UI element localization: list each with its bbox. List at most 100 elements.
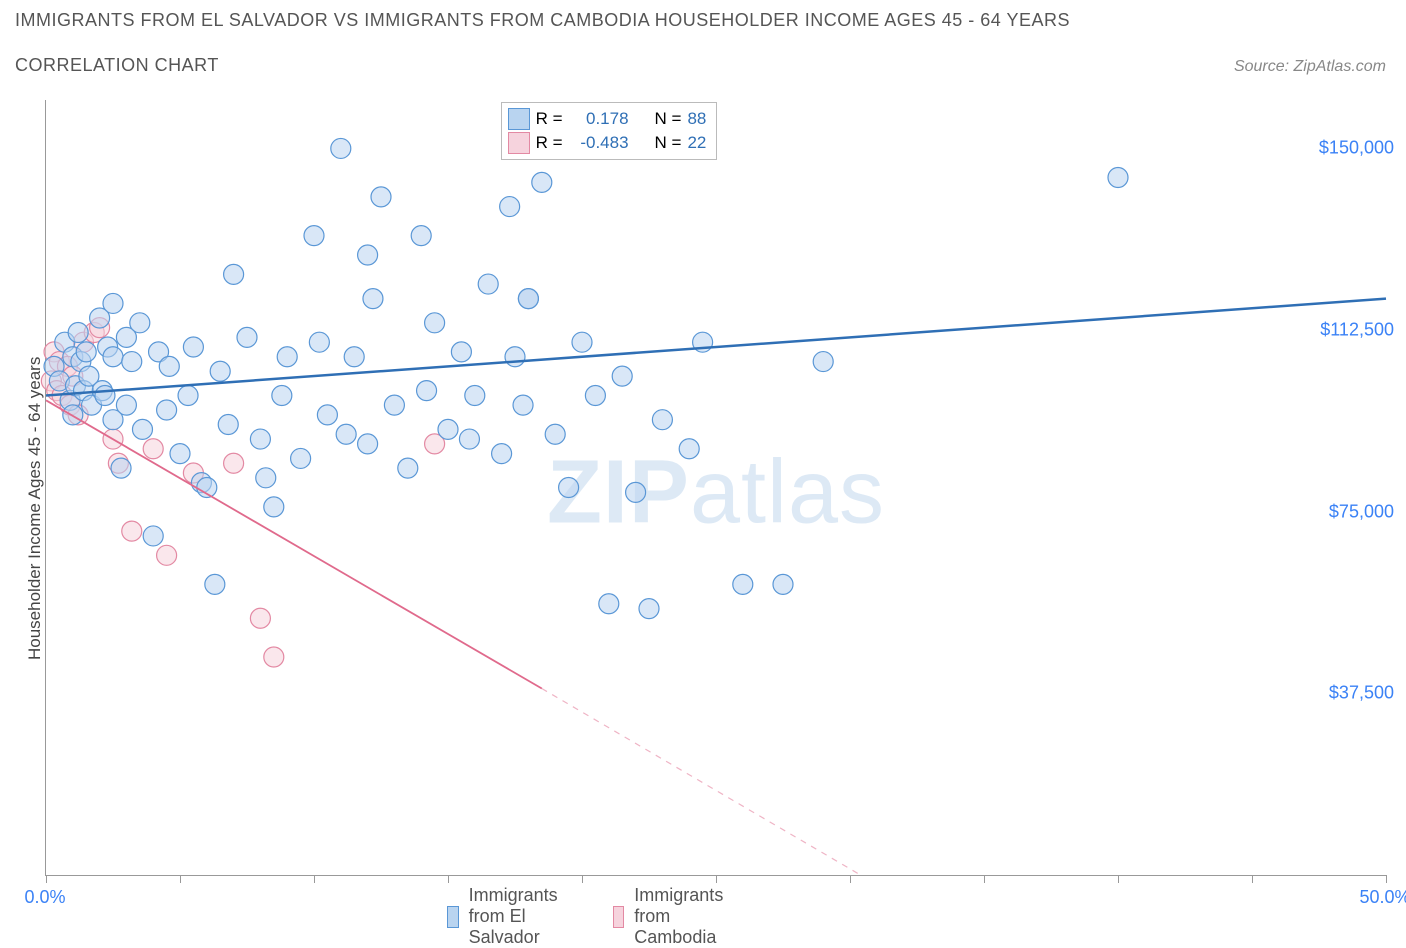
data-point	[49, 352, 69, 372]
data-point	[1108, 168, 1128, 188]
data-point	[132, 419, 152, 439]
data-point	[465, 385, 485, 405]
data-point	[363, 289, 383, 309]
data-point	[183, 337, 203, 357]
data-point	[291, 448, 311, 468]
data-point	[103, 347, 123, 367]
data-point	[159, 356, 179, 376]
x-tick	[582, 875, 583, 883]
data-point	[371, 187, 391, 207]
x-tick	[448, 875, 449, 883]
data-point	[76, 342, 96, 362]
data-point	[60, 390, 80, 410]
chart-title-line1: IMMIGRANTS FROM EL SALVADOR VS IMMIGRANT…	[15, 10, 1070, 31]
r-value-el-salvador: 0.178	[569, 109, 629, 129]
data-point	[309, 332, 329, 352]
data-point	[639, 599, 659, 619]
data-point	[74, 332, 94, 352]
x-tick-label: 50.0%	[1359, 887, 1406, 908]
data-point	[500, 197, 520, 217]
data-point	[68, 323, 88, 343]
y-tick-label: $150,000	[1319, 138, 1394, 159]
x-tick-label: 0.0%	[24, 887, 65, 908]
data-point	[277, 347, 297, 367]
data-point	[57, 356, 77, 376]
data-point	[149, 342, 169, 362]
trend-line-cambodia-dashed	[542, 689, 861, 875]
data-point	[63, 347, 83, 367]
data-point	[344, 347, 364, 367]
data-point	[224, 453, 244, 473]
data-point	[518, 289, 538, 309]
n-value-el-salvador: 88	[687, 109, 706, 129]
data-point	[272, 385, 292, 405]
data-point	[103, 293, 123, 313]
data-point	[358, 434, 378, 454]
data-point	[90, 318, 110, 338]
data-point	[572, 332, 592, 352]
data-point	[122, 352, 142, 372]
plot-svg	[46, 100, 1386, 875]
scatter-plot-area: ZIPatlas	[45, 100, 1386, 876]
data-point	[82, 395, 102, 415]
data-point	[157, 400, 177, 420]
data-point	[63, 366, 83, 386]
r-value-cambodia: -0.483	[569, 133, 629, 153]
data-point	[505, 347, 525, 367]
x-tick	[716, 875, 717, 883]
data-point	[191, 473, 211, 493]
y-tick-label: $112,500	[1320, 320, 1394, 341]
data-point	[451, 342, 471, 362]
data-point	[143, 439, 163, 459]
data-point	[210, 361, 230, 381]
data-point	[411, 226, 431, 246]
data-point	[55, 332, 75, 352]
data-point	[264, 497, 284, 517]
x-tick	[314, 875, 315, 883]
y-tick-label: $37,500	[1329, 683, 1394, 704]
trend-line-cambodia	[46, 400, 542, 688]
data-point	[813, 352, 833, 372]
data-point	[90, 308, 110, 328]
data-point	[178, 385, 198, 405]
data-point	[205, 574, 225, 594]
data-point	[74, 381, 94, 401]
data-point	[599, 594, 619, 614]
data-point	[116, 395, 136, 415]
data-point	[49, 371, 69, 391]
data-point	[513, 395, 533, 415]
swatch-el-salvador	[508, 108, 530, 130]
data-point	[183, 463, 203, 483]
data-point	[84, 323, 104, 343]
y-tick-label: $75,000	[1329, 501, 1394, 522]
data-point	[130, 313, 150, 333]
correlation-legend: R = 0.178 N = 88 R = -0.483 N = 22	[501, 102, 718, 160]
data-point	[478, 274, 498, 294]
data-point	[108, 453, 128, 473]
data-point	[65, 376, 85, 396]
data-point	[116, 327, 136, 347]
data-point	[79, 366, 99, 386]
x-tick	[850, 875, 851, 883]
data-point	[41, 371, 61, 391]
data-point	[264, 647, 284, 667]
data-point	[425, 313, 445, 333]
data-point	[60, 395, 80, 415]
data-point	[170, 444, 190, 464]
data-point	[95, 385, 115, 405]
x-tick	[1118, 875, 1119, 883]
n-label: N =	[655, 133, 682, 153]
data-point	[612, 366, 632, 386]
data-point	[71, 352, 91, 372]
data-point	[398, 458, 418, 478]
data-point	[518, 289, 538, 309]
data-point	[425, 434, 445, 454]
data-point	[438, 419, 458, 439]
data-point	[92, 381, 112, 401]
data-point	[103, 429, 123, 449]
data-point	[304, 226, 324, 246]
data-point	[384, 395, 404, 415]
chart-title-line2: CORRELATION CHART	[15, 55, 219, 76]
watermark: ZIPatlas	[547, 441, 885, 544]
r-label: R =	[536, 109, 563, 129]
